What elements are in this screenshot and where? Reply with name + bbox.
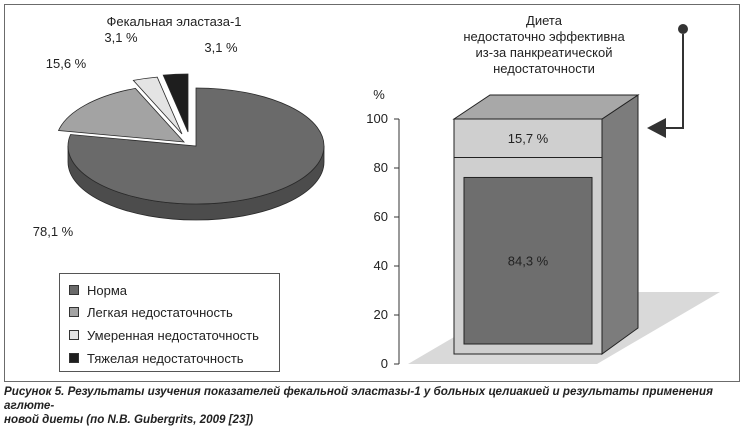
legend-item-severe: Тяжелая недостаточность bbox=[69, 350, 244, 366]
bar-side bbox=[601, 94, 639, 355]
pie-label-severe: 3,1 % bbox=[204, 40, 238, 55]
bar-shapes: 15,7 % 84,3 % bbox=[408, 94, 720, 364]
figure-frame bbox=[4, 4, 740, 382]
y-tick-label-40: 40 bbox=[374, 258, 388, 273]
legend-label-norm: Норма bbox=[87, 282, 128, 298]
bar-y-axis-label: % bbox=[373, 87, 385, 102]
legend-swatch-mild bbox=[69, 307, 79, 317]
annotation-text: Диета недостаточно эффективна из-за панк… bbox=[463, 13, 625, 76]
pie-label-norm: 78,1 % bbox=[33, 224, 74, 239]
bar-chart: % 0 20 40 60 80 100 15,7 % 84,3 % bbox=[366, 87, 720, 371]
bar-segment-lower bbox=[463, 176, 593, 345]
pie-chart: 78,1 % 15,6 % 3,1 % 3,1 % bbox=[33, 30, 325, 239]
bar-label-lower: 84,3 % bbox=[508, 254, 549, 269]
legend-label-severe: Тяжелая недостаточность bbox=[87, 350, 244, 366]
pie-slice-severe bbox=[162, 73, 189, 133]
pie-title: Фекальная эластаза-1 bbox=[106, 14, 241, 29]
caption-line-2: новой диеты (по N.B. Gubergrits, 2009 [2… bbox=[4, 413, 254, 426]
legend-item-mild: Легкая недостаточность bbox=[69, 304, 233, 320]
caption-line-1: Рисунок 5. Результаты изучения показател… bbox=[4, 385, 713, 412]
bar-label-upper: 15,7 % bbox=[508, 131, 549, 146]
y-tick-label-60: 60 bbox=[374, 209, 388, 224]
pie-slice-moderate bbox=[132, 76, 183, 135]
annotation-line-2: недостаточно эффективна bbox=[463, 29, 625, 44]
y-tick-label-0: 0 bbox=[381, 356, 388, 371]
pie-slice-mild bbox=[57, 87, 185, 143]
pie-label-moderate: 3,1 % bbox=[104, 30, 138, 45]
figure-caption: Рисунок 5. Результаты изучения показател… bbox=[4, 385, 742, 427]
arrow-pointer-icon bbox=[647, 24, 688, 138]
legend-item-norm: Норма bbox=[69, 282, 127, 298]
y-tick-label-100: 100 bbox=[366, 111, 388, 126]
legend-swatch-moderate bbox=[69, 330, 79, 340]
annotation-line-4: недостаточности bbox=[493, 61, 595, 76]
bar-y-ticks: 0 20 40 60 80 100 bbox=[366, 111, 399, 371]
legend-swatch-severe bbox=[69, 353, 79, 363]
pie-label-mild: 15,6 % bbox=[46, 56, 87, 71]
annotation-line-1: Диета bbox=[526, 13, 563, 28]
annotation-line-3: из-за панкреатической bbox=[476, 45, 613, 60]
pie-legend: Норма Легкая недостаточность Умеренная н… bbox=[59, 273, 280, 372]
pie-slice-norm bbox=[67, 87, 325, 221]
y-tick-label-20: 20 bbox=[374, 307, 388, 322]
legend-label-moderate: Умеренная недостаточность bbox=[87, 327, 259, 343]
legend-swatch-norm bbox=[69, 285, 79, 295]
y-tick-label-80: 80 bbox=[374, 160, 388, 175]
legend-item-moderate: Умеренная недостаточность bbox=[69, 327, 259, 343]
legend-label-mild: Легкая недостаточность bbox=[87, 304, 233, 320]
